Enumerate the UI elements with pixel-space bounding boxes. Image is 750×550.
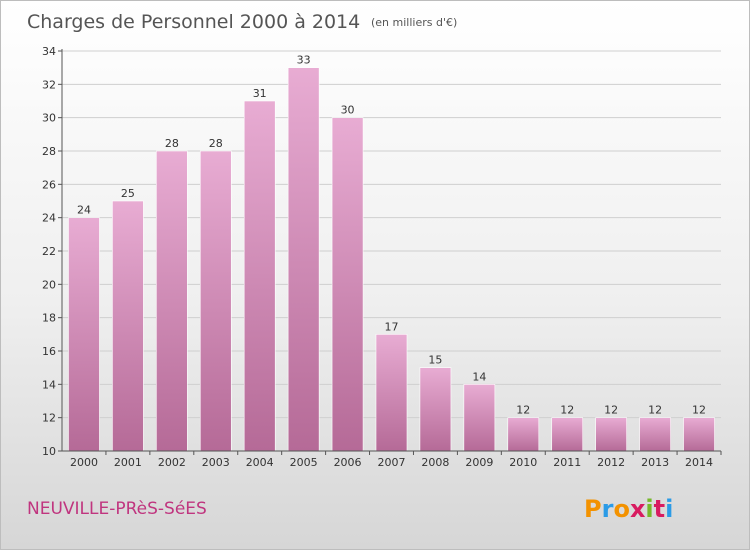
bar [243, 100, 276, 452]
y-tick-label: 24 [42, 212, 56, 225]
bar-value-label: 12 [692, 404, 706, 417]
bar [551, 417, 584, 452]
y-tick-label: 12 [42, 412, 56, 425]
bar [68, 217, 100, 452]
x-tick-label: 2001 [114, 456, 142, 469]
chart-unit: (en milliers d'€) [371, 16, 457, 29]
bar [419, 367, 452, 452]
bar-value-label: 28 [165, 137, 179, 150]
place-name: NEUVILLE-PRèS-SéES [27, 499, 207, 519]
bar-value-label: 24 [77, 204, 91, 217]
y-tick-label: 32 [42, 78, 56, 91]
bar-value-label: 30 [341, 104, 355, 117]
y-tick-label: 16 [42, 345, 56, 358]
x-tick-label: 2008 [421, 456, 449, 469]
x-tick-label: 2010 [509, 456, 537, 469]
bar-value-label: 31 [253, 87, 267, 100]
logo-letter: o [613, 495, 630, 523]
y-tick-label: 18 [42, 312, 56, 325]
bar-value-label: 28 [209, 137, 223, 150]
x-tick-label: 2013 [641, 456, 669, 469]
y-tick-label: 26 [42, 178, 56, 191]
x-tick-label: 2002 [158, 456, 186, 469]
bar [112, 200, 144, 452]
proxiti-logo: Proxiti [584, 495, 673, 523]
bar [199, 150, 232, 452]
bar-value-label: 15 [428, 354, 442, 367]
bars [68, 67, 715, 452]
logo-letter: P [584, 495, 602, 523]
x-tick-label: 2007 [378, 456, 406, 469]
bar-value-label: 25 [121, 187, 135, 200]
chart-title: Charges de Personnel 2000 à 2014 [27, 11, 360, 33]
logo-letter: x [630, 495, 646, 523]
x-tick-label: 2006 [334, 456, 362, 469]
y-tick-label: 34 [42, 45, 56, 58]
y-tick-label: 20 [42, 278, 56, 291]
bar-value-label: 17 [385, 320, 399, 333]
y-tick-label: 30 [42, 112, 56, 125]
y-tick-label: 10 [42, 445, 56, 458]
x-tick-label: 2003 [202, 456, 230, 469]
bar-value-label: 12 [516, 404, 530, 417]
x-tick-label: 2000 [70, 456, 98, 469]
axes: 10 12 14 16 18 20 22 24 26 28 30 32 34 2000 2001 2002 20… [42, 45, 722, 469]
logo-letter: r [602, 495, 614, 523]
x-tick-label: 2004 [246, 456, 274, 469]
bar [156, 150, 188, 452]
x-tick-label: 2014 [685, 456, 713, 469]
bar [287, 67, 320, 452]
logo-letter: i [645, 495, 653, 523]
x-tick-label: 2005 [290, 456, 318, 469]
bar [463, 384, 496, 452]
y-tick-label: 28 [42, 145, 56, 158]
logo-letter: i [665, 495, 673, 523]
bar [683, 417, 715, 452]
bar [595, 417, 627, 452]
y-tick-label: 22 [42, 245, 56, 258]
bar [375, 334, 408, 452]
x-tick-label: 2011 [553, 456, 581, 469]
bar-value-label: 12 [604, 404, 618, 417]
y-tick-label: 14 [42, 378, 56, 391]
bar-value-label: 12 [560, 404, 574, 417]
x-tick-label: 2012 [597, 456, 625, 469]
bar [331, 117, 364, 452]
bar [507, 417, 540, 452]
proxiti-logo-text: Proxiti [584, 495, 673, 523]
bar-value-label: 33 [297, 54, 311, 67]
data-labels: 24 25 28 28 31 33 30 17 15 14 12 12 12 12 12 [77, 54, 706, 417]
logo-letter: t [654, 495, 665, 523]
bar [639, 417, 671, 452]
bar-value-label: 12 [648, 404, 662, 417]
bar-value-label: 14 [472, 370, 486, 383]
x-tick-label: 2009 [465, 456, 493, 469]
